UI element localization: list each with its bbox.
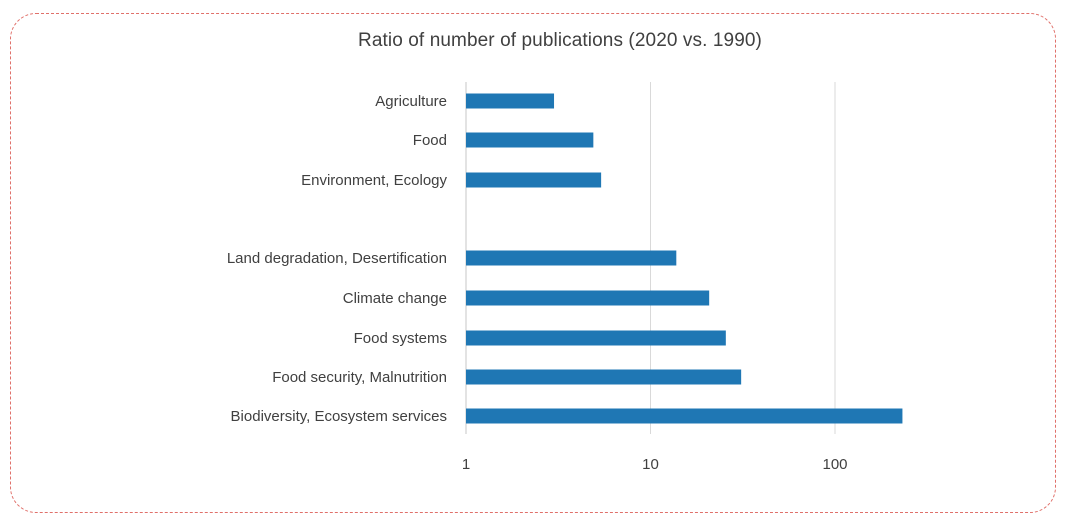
- bar: [466, 369, 742, 385]
- category-label: Agriculture: [375, 93, 447, 110]
- bar: [466, 172, 602, 188]
- category-label: Food: [413, 132, 447, 149]
- bar: [466, 290, 710, 306]
- category-label: Environment, Ecology: [301, 172, 447, 189]
- category-label: Food security, Malnutrition: [272, 369, 447, 386]
- x-tick-label: 1: [462, 456, 470, 473]
- category-label: Land degradation, Desertification: [227, 250, 447, 267]
- category-label: Biodiversity, Ecosystem services: [231, 408, 447, 425]
- bar: [466, 250, 677, 266]
- bar: [466, 93, 555, 109]
- x-tick-label: 10: [642, 456, 659, 473]
- category-label: Climate change: [343, 290, 447, 307]
- bar: [466, 132, 594, 148]
- bars: [466, 93, 903, 424]
- bar: [466, 330, 726, 346]
- chart-title: Ratio of number of publications (2020 vs…: [358, 30, 762, 51]
- x-tick-labels: 1 10 100: [462, 456, 848, 473]
- bar-chart: Agriculture Food Environment, Ecology Land …: [227, 82, 903, 473]
- x-tick-label: 100: [822, 456, 847, 473]
- bar: [466, 408, 903, 424]
- category-labels: Agriculture Food Environment, Ecology Land …: [227, 93, 448, 425]
- category-label: Food systems: [354, 330, 447, 347]
